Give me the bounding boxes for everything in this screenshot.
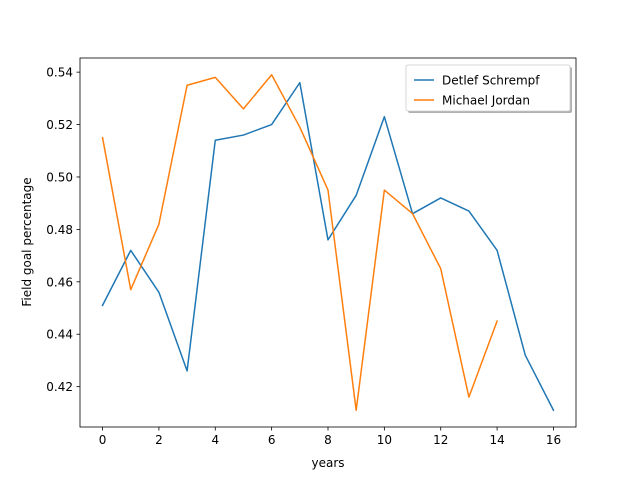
x-tick-label: 16 [546, 433, 561, 447]
x-tick-label: 14 [489, 433, 504, 447]
x-tick-label: 0 [99, 433, 107, 447]
x-tick-label: 4 [211, 433, 219, 447]
plot-frame [79, 57, 577, 428]
x-tick-label: 12 [433, 433, 448, 447]
legend-box [405, 64, 571, 112]
y-tick-label: 0.46 [46, 275, 73, 289]
y-tick-label: 0.48 [46, 223, 73, 237]
x-tick-label: 6 [268, 433, 276, 447]
y-axis-label: Field goal percentage [20, 177, 34, 306]
y-tick-label: 0.50 [46, 170, 73, 184]
x-tick-label: 2 [155, 433, 163, 447]
y-tick-label: 0.42 [46, 380, 73, 394]
series-line-michael-jordan [101, 74, 499, 411]
x-tick-label: 8 [324, 433, 332, 447]
series-line-detlef-schrempf [101, 81, 555, 412]
legend-label-detlef-schrempf: Detlef Schrempf [442, 74, 540, 88]
y-tick-label: 0.52 [46, 118, 73, 132]
y-axis: 0.42 0.44 0.46 0.48 0.50 0.52 0.54 [46, 66, 80, 394]
x-axis: 0 2 4 6 8 10 12 14 16 [99, 427, 561, 447]
legend-label-michael-jordan: Michael Jordan [442, 94, 530, 108]
x-axis-label: years [311, 456, 344, 470]
x-tick-label: 10 [377, 433, 392, 447]
plot-area [101, 74, 555, 412]
legend: Detlef Schrempf Michael Jordan [405, 64, 572, 113]
y-tick-label: 0.54 [46, 66, 73, 80]
y-tick-label: 0.44 [46, 328, 73, 342]
